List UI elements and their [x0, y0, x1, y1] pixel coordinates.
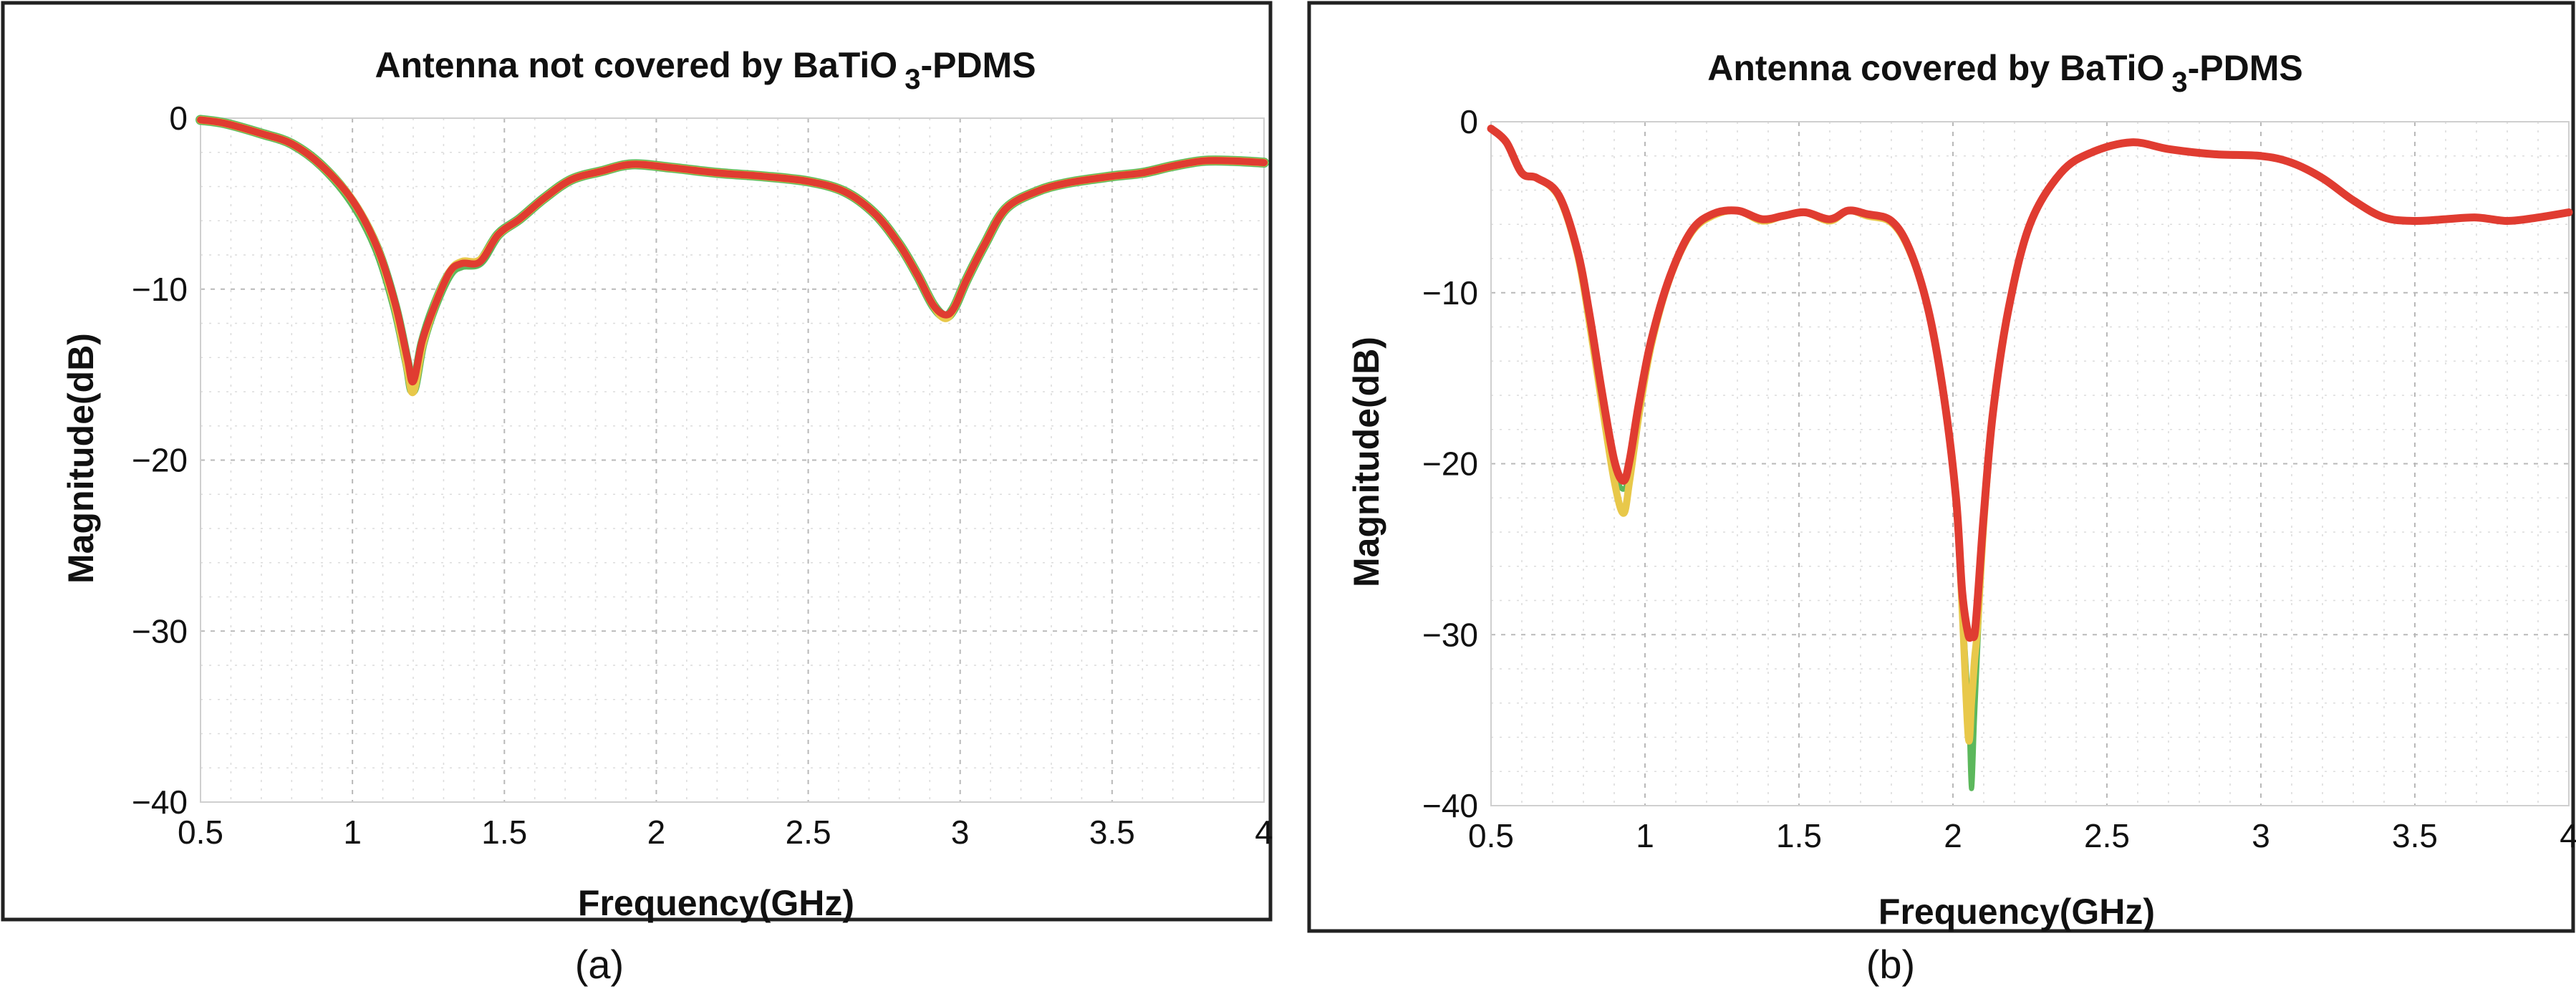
x-tick-label: 1	[1636, 817, 1654, 854]
x-tick-label: 1.5	[481, 814, 527, 851]
x-tick-label: 3	[951, 814, 970, 851]
x-tick-label: 2.5	[786, 814, 831, 851]
y-tick-label: −20	[132, 442, 188, 479]
panel-a-ylabel: Magnitude(dB)	[61, 333, 101, 584]
chart-panel-b: 0.5 1 1.5 2 2.5 3 3.5 4 0 −10 −20 −30 −40 Antenna c…	[1307, 1, 2576, 933]
x-tick-label: 0.5	[1468, 817, 1514, 854]
x-tick-label: 3.5	[2392, 817, 2438, 854]
x-tick-label: 2.5	[2084, 817, 2130, 854]
x-tick-label: 4	[2560, 817, 2576, 854]
panel-b-title-subscript: 3	[2171, 67, 2187, 98]
chart-panel-a: 0.5 1 1.5 2 2.5 3 3.5 4 0 −10 −20 −30 −40 Antenna n…	[1, 1, 1273, 923]
panel-a-title: Antenna not covered by BaTiO 3-PDMS	[375, 45, 1036, 95]
panel-a-title-main: Antenna not covered by BaTiO	[375, 45, 897, 85]
panel-b-series-layer	[1487, 125, 2573, 791]
y-tick-label: −30	[1422, 616, 1478, 653]
panel-b-y-tick-labels: 0 −10 −20 −30 −40	[1422, 103, 1478, 824]
panel-a-x-tick-labels: 0.5 1 1.5 2 2.5 3 3.5 4	[178, 814, 1273, 851]
panel-a-series-layer	[196, 115, 1269, 397]
panel-a-title-subscript: 3	[905, 64, 920, 95]
y-tick-label: 0	[169, 100, 188, 137]
panel-a-title-suffix: -PDMS	[920, 45, 1036, 85]
y-tick-label: −10	[132, 271, 188, 308]
y-tick-label: −40	[1422, 787, 1478, 824]
panel-a-y-tick-labels: 0 −10 −20 −30 −40	[132, 100, 188, 821]
y-tick-label: −30	[132, 612, 188, 650]
panel-b-axes-box	[1490, 121, 2570, 806]
y-tick-label: −40	[132, 783, 188, 821]
panel-a-xlabel: Frequency(GHz)	[578, 883, 854, 923]
x-tick-label: 2	[1944, 817, 1962, 854]
panel-b-title-main: Antenna covered by BaTiO	[1707, 48, 2164, 88]
panel-a-trace-red-line	[197, 116, 1268, 386]
x-tick-label: 1	[343, 814, 362, 851]
panel-b-title: Antenna covered by BaTiO 3-PDMS	[1707, 48, 2303, 98]
x-tick-label: 1.5	[1776, 817, 1822, 854]
x-tick-label: 4	[1255, 814, 1273, 851]
x-tick-label: 2	[647, 814, 666, 851]
panel-b-xlabel: Frequency(GHz)	[1878, 892, 2155, 932]
panel-a-axes-box	[200, 117, 1265, 803]
x-tick-label: 3.5	[1089, 814, 1135, 851]
panel-a-label: (a)	[575, 942, 624, 987]
y-tick-label: 0	[1460, 103, 1478, 140]
panel-b-title-suffix: -PDMS	[2188, 48, 2303, 88]
panel-b-label: (b)	[1866, 942, 1915, 987]
y-tick-label: −10	[1422, 274, 1478, 312]
x-tick-label: 0.5	[178, 814, 223, 851]
panel-b-trace-red-line	[1487, 125, 2573, 642]
panel-b-ylabel: Magnitude(dB)	[1346, 337, 1386, 587]
y-tick-label: −20	[1422, 445, 1478, 483]
panel-b-x-tick-labels: 0.5 1 1.5 2 2.5 3 3.5 4	[1468, 817, 2576, 854]
x-tick-label: 3	[2252, 817, 2270, 854]
